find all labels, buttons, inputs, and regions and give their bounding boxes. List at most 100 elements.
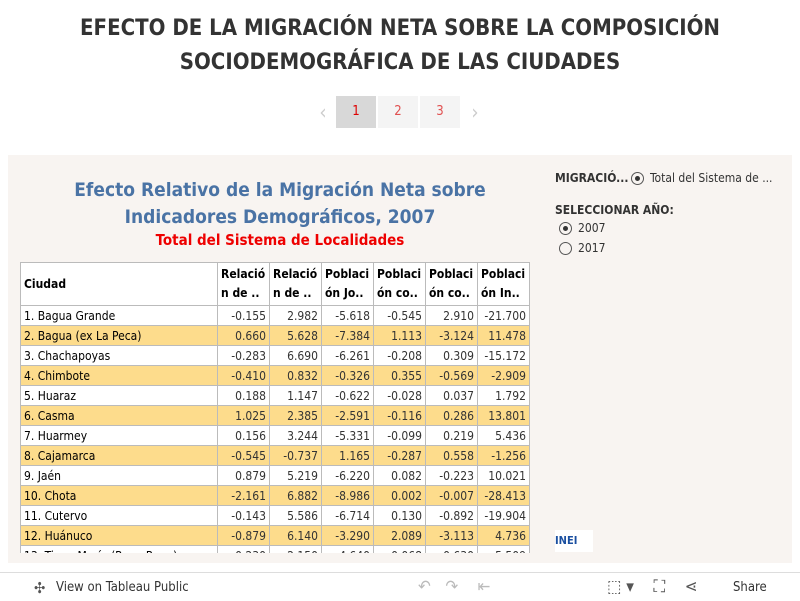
radio[interactable] xyxy=(559,241,572,255)
table-cell: -28.413 xyxy=(477,485,530,506)
table-cell: 0.879 xyxy=(217,465,270,486)
table-cell: -0.326 xyxy=(321,365,374,386)
year-option[interactable]: 2007 xyxy=(559,221,605,235)
filter-option[interactable]: Total del Sistema de ... xyxy=(631,171,772,185)
year-option[interactable]: 2017 xyxy=(559,241,605,255)
radio[interactable] xyxy=(559,221,572,235)
table-cell: 13. Tingo María (Rupa Rupa) xyxy=(20,545,218,553)
table-cell: -0.208 xyxy=(373,345,426,366)
table-cell: 1.792 xyxy=(477,385,530,406)
table-cell: -0.892 xyxy=(425,505,478,526)
data-table: Ciudad Relación de .. Relación de .. Poblac… xyxy=(20,262,530,553)
table-cell: -0.116 xyxy=(373,405,426,426)
radio[interactable] xyxy=(631,171,644,185)
table-row: 5. Huaraz 0.188 1.147 -0.622 -0.028 0.037 1.79… xyxy=(20,385,530,406)
table-cell: -0.223 xyxy=(425,465,478,486)
table-cell: 0.286 xyxy=(425,405,478,426)
table-cell: 0.660 xyxy=(217,325,270,346)
table-cell: -0.737 xyxy=(269,445,322,466)
dashboard-title: EFECTO DE LA MIGRACIÓN NETA SOBRE LA COM… xyxy=(80,16,720,75)
table-row: 12. Huánuco -0.879 6.140 -3.290 2.089 -3.113 4… xyxy=(20,525,530,546)
table-cell: 5.219 xyxy=(269,465,322,486)
option-label[interactable]: 2017 xyxy=(578,241,606,255)
table-cell: 1.113 xyxy=(373,325,426,346)
table-cell: -0.287 xyxy=(373,445,426,466)
panel-subtitle: Total del Sistema de Localidades xyxy=(155,231,405,249)
year-options: 2007 2017 xyxy=(559,221,605,261)
prev-arrow[interactable]: ‹ xyxy=(319,100,327,124)
table-row: 8. Cajamarca -0.545 -0.737 1.165 -0.287 0.558… xyxy=(20,445,530,466)
table-cell: 7. Huarmey xyxy=(20,425,218,446)
table-cell: 5.586 xyxy=(269,505,322,526)
filter-label: SELECCIONAR AÑO: xyxy=(555,203,674,217)
table-cell: -0.283 xyxy=(217,345,270,366)
pagination: ‹ 1 2 3 › xyxy=(310,96,488,128)
table-cell: 0.558 xyxy=(425,445,478,466)
table-cell: -5.331 xyxy=(321,425,374,446)
table-cell: -3.290 xyxy=(321,525,374,546)
table-cell: 2. Bagua (ex La Peca) xyxy=(20,325,218,346)
page-button[interactable]: 3 xyxy=(420,96,460,128)
table-row: 2. Bagua (ex La Peca) 0.660 5.628 -7.384 1.1… xyxy=(20,325,530,346)
table-cell: 1.025 xyxy=(217,405,270,426)
column-header: Relación de .. xyxy=(217,262,270,306)
table-cell: -0.545 xyxy=(217,445,270,466)
table-cell: -1.256 xyxy=(477,445,530,466)
table-cell: -0.569 xyxy=(425,365,478,386)
toolbar-icons: ↶ ↷ ⇤ ⬚ ▾ ⛶ ⋖ xyxy=(418,577,698,597)
table-cell: 9. Jaén xyxy=(20,465,218,486)
table-cell: -15.172 xyxy=(477,345,530,366)
panel-title: Efecto Relativo de la Migración Neta sob… xyxy=(74,179,486,228)
table-cell: 0.832 xyxy=(269,365,322,386)
logo: INEI xyxy=(555,530,593,552)
table-cell: 0.309 xyxy=(425,345,478,366)
table-cell: 0.355 xyxy=(373,365,426,386)
dashboard-panel: Efecto Relativo de la Migración Neta sob… xyxy=(8,155,792,563)
table-cell: -5.618 xyxy=(321,305,374,326)
table-cell: 2.982 xyxy=(269,305,322,326)
table-cell: 2.910 xyxy=(425,305,478,326)
table-cell: -6.261 xyxy=(321,345,374,366)
view-link[interactable]: View on Tableau Public xyxy=(56,580,189,595)
table-cell: -0.879 xyxy=(217,525,270,546)
table-cell: 2.150 xyxy=(269,545,322,553)
table-cell: -0.622 xyxy=(321,385,374,406)
table-row: 10. Chota -2.161 6.882 -8.986 0.002 -0.007 -28… xyxy=(20,485,530,506)
column-header: Población co.. xyxy=(425,262,478,306)
footer-bar: ✣ View on Tableau Public ↶ ↷ ⇤ ⬚ ▾ ⛶ ⋖ S… xyxy=(0,572,800,601)
table-cell: -0.143 xyxy=(217,505,270,526)
table-cell: 1.165 xyxy=(321,445,374,466)
table-cell: 6.882 xyxy=(269,485,322,506)
table-cell: -2.591 xyxy=(321,405,374,426)
table-cell: 2.385 xyxy=(269,405,322,426)
table-cell: -3.113 xyxy=(425,525,478,546)
column-header: Población In.. xyxy=(477,262,530,306)
tableau-icon: ✣ xyxy=(34,579,46,597)
table-cell: 0.219 xyxy=(425,425,478,446)
option-label[interactable]: Total del Sistema de ... xyxy=(650,171,773,185)
page-button[interactable]: 1 xyxy=(336,96,376,128)
table-cell: 8. Cajamarca xyxy=(20,445,218,466)
next-arrow[interactable]: › xyxy=(471,100,479,124)
table-cell: 10. Chota xyxy=(20,485,218,506)
table-cell: 6.140 xyxy=(269,525,322,546)
share-button[interactable]: Share xyxy=(733,580,767,595)
column-header: Relación de .. xyxy=(269,262,322,306)
table-row: 1. Bagua Grande -0.155 2.982 -5.618 -0.545 2.… xyxy=(20,305,530,326)
table-cell: -6.714 xyxy=(321,505,374,526)
table-cell: -21.700 xyxy=(477,305,530,326)
table-cell: 5.436 xyxy=(477,425,530,446)
table-cell: 11. Cutervo xyxy=(20,505,218,526)
column-header: Población co.. xyxy=(373,262,426,306)
table-cell: -3.124 xyxy=(425,325,478,346)
table-cell: -6.220 xyxy=(321,465,374,486)
table-cell: 6.690 xyxy=(269,345,322,366)
option-label[interactable]: 2007 xyxy=(578,221,606,235)
table-cell: 0.188 xyxy=(217,385,270,406)
table-cell: -0.410 xyxy=(217,365,270,386)
filter-label: MIGRACIÓ... xyxy=(555,171,629,185)
table-cell: 4.736 xyxy=(477,525,530,546)
table-row: 7. Huarmey 0.156 3.244 -5.331 -0.099 0.219 5.4… xyxy=(20,425,530,446)
page-button[interactable]: 2 xyxy=(378,96,418,128)
table-cell: 0.130 xyxy=(373,505,426,526)
